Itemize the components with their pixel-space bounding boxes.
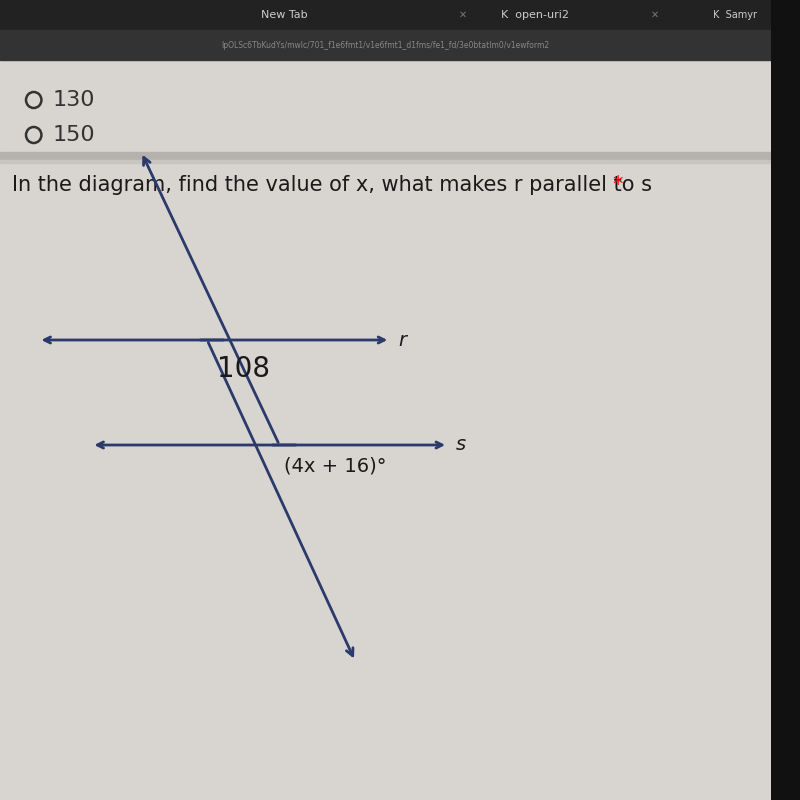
Text: 108: 108 bbox=[217, 355, 270, 383]
Text: s: s bbox=[456, 435, 466, 454]
Text: New Tab: New Tab bbox=[261, 10, 307, 20]
Text: r: r bbox=[398, 330, 406, 350]
Text: K  Samyr: K Samyr bbox=[713, 10, 757, 20]
Bar bbox=[0, 0, 770, 130]
Text: ✕: ✕ bbox=[651, 10, 659, 20]
Text: 130: 130 bbox=[53, 90, 95, 110]
Text: 150: 150 bbox=[53, 125, 96, 145]
Text: In the diagram, find the value of x, what makes r parallel to s: In the diagram, find the value of x, wha… bbox=[11, 175, 651, 195]
Text: lpOLSc6TbKudYs/mwlc/701_f1e6fmt1/v1e6fmt1_d1fms/fe1_fd/3e0btatlm0/v1ewform2: lpOLSc6TbKudYs/mwlc/701_f1e6fmt1/v1e6fmt… bbox=[222, 41, 550, 50]
Text: ✕: ✕ bbox=[458, 10, 466, 20]
Text: K  open-uri2: K open-uri2 bbox=[501, 10, 569, 20]
Bar bbox=[0, 30, 770, 60]
Text: (4x + 16)°: (4x + 16)° bbox=[284, 457, 386, 476]
Bar bbox=[0, 160, 770, 163]
Text: *: * bbox=[613, 175, 623, 195]
Bar bbox=[0, 0, 770, 30]
Bar bbox=[0, 152, 770, 160]
